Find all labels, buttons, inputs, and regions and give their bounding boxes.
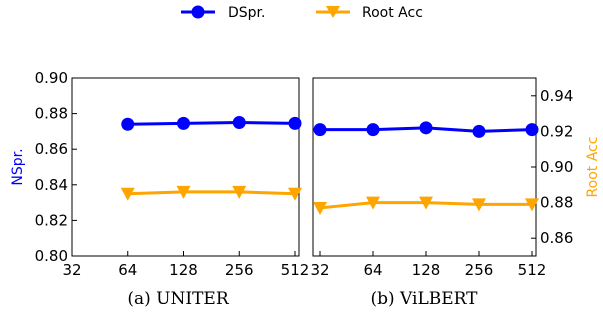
x-tick-label: 64 — [118, 261, 137, 279]
data-point-dspr — [313, 123, 327, 137]
y-tick-label: 0.86 — [540, 229, 573, 247]
x-tick-label: 128 — [169, 261, 198, 279]
y-tick-label: 0.80 — [35, 247, 68, 265]
series-uniter — [120, 116, 302, 201]
plot-frame-uniter — [71, 77, 300, 257]
yticks-vilbert: 0.86 0.88 0.90 0.92 0.94 — [531, 87, 573, 247]
y-axis-label-nspr: NSpr. — [10, 148, 26, 185]
legend-marker-dspr — [191, 5, 205, 19]
data-point-dspr — [419, 121, 433, 135]
data-point-dspr — [177, 116, 190, 130]
data-point-root-acc — [232, 185, 247, 199]
x-tick-label: 512 — [281, 261, 310, 279]
data-point-root-acc — [120, 187, 135, 201]
caption-uniter: (a) UNITER — [127, 289, 229, 309]
legend-label-root-acc: Root Acc — [362, 5, 423, 21]
y-tick-label: 0.82 — [35, 211, 68, 229]
y-tick-label: 0.94 — [540, 87, 573, 105]
caption-vilbert: (b) ViLBERT — [371, 289, 479, 309]
data-point-dspr — [121, 117, 135, 131]
series-vilbert — [313, 121, 539, 215]
data-point-root-acc — [472, 198, 486, 212]
plot-frame-vilbert — [312, 77, 537, 257]
y-tick-label: 0.88 — [35, 105, 68, 123]
data-point-root-acc — [419, 196, 433, 210]
yticks-uniter: 0.80 0.82 0.84 0.86 0.88 0.90 — [35, 69, 77, 265]
y-tick-label: 0.86 — [35, 140, 68, 158]
xticks-vilbert: 32 64 128 256 512 — [310, 251, 546, 279]
x-tick-label: 512 — [518, 261, 547, 279]
x-tick-label: 64 — [363, 261, 382, 279]
x-tick-label: 256 — [225, 261, 254, 279]
y-axis-label-root-acc: Root Acc — [585, 137, 601, 198]
y-tick-label: 0.90 — [540, 158, 573, 176]
legend: DSpr. Root Acc — [181, 5, 423, 21]
panel-uniter: 0.80 0.82 0.84 0.86 0.88 0.90 32 64 128 256 512 N… — [10, 69, 309, 309]
legend-marker-root-acc — [326, 6, 340, 18]
data-point-dspr — [525, 123, 539, 137]
y-tick-label: 0.88 — [540, 194, 573, 212]
y-tick-label: 0.90 — [35, 69, 68, 87]
x-tick-label: 32 — [310, 261, 329, 279]
data-point-root-acc — [313, 201, 327, 215]
data-point-root-acc — [525, 198, 539, 212]
panel-vilbert: 0.86 0.88 0.90 0.92 0.94 32 64 128 256 512 Root … — [310, 77, 601, 309]
xticks-uniter: 32 64 128 256 512 — [62, 251, 309, 279]
data-point-dspr — [232, 116, 246, 129]
x-tick-label: 256 — [465, 261, 494, 279]
data-point-root-acc — [366, 196, 380, 210]
y-tick-label: 0.84 — [35, 176, 68, 194]
data-point-dspr — [366, 123, 380, 137]
x-tick-label: 128 — [412, 261, 441, 279]
data-point-root-acc — [288, 187, 302, 201]
y-tick-label: 0.92 — [540, 122, 573, 140]
data-point-root-acc — [176, 185, 191, 199]
x-tick-label: 32 — [62, 261, 81, 279]
data-point-dspr — [472, 124, 486, 138]
data-point-dspr — [288, 116, 302, 130]
series-line-root-acc — [127, 190, 296, 196]
legend-label-dspr: DSpr. — [228, 5, 265, 21]
series-line-dspr — [127, 121, 296, 126]
